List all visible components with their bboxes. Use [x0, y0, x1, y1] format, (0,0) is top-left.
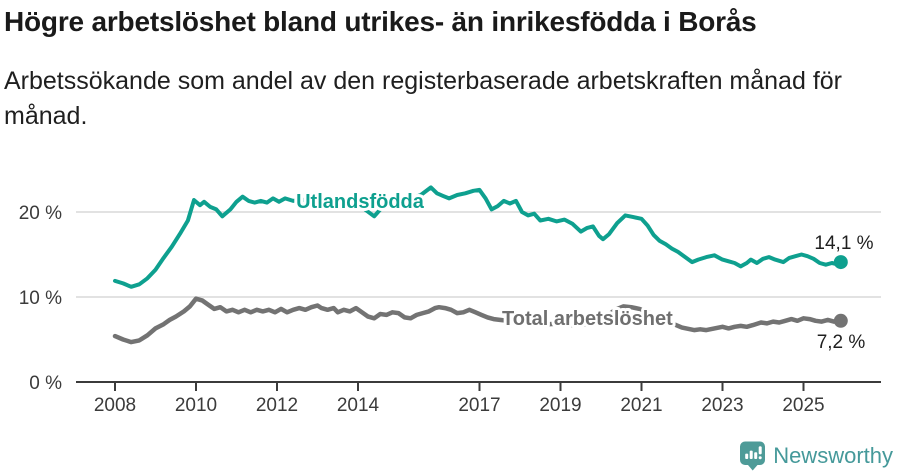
end-value-label-utlandsfodda: 14,1 %: [814, 233, 873, 254]
x-tick-label: 2025: [782, 395, 824, 416]
x-tick-label: 2021: [620, 395, 662, 416]
x-axis: [76, 381, 881, 391]
series-lines: [112, 185, 848, 345]
series-annotations: Utlandsfödda 14,1 % Total arbetslöshet 7,2 …: [293, 188, 876, 356]
gridlines: [76, 211, 881, 298]
y-tick-label: 0 %: [29, 373, 62, 394]
series-line-utlandsfodda: [113, 185, 843, 289]
chart-title: Högre arbetslöshet bland utrikes- än inr…: [4, 6, 757, 37]
end-value-label-total: 7,2 %: [817, 332, 866, 353]
series-end-dot-utlandsfodda: [833, 255, 848, 270]
series-label-total: Total arbetslöshet: [502, 308, 673, 330]
brand-name: Newsworthy: [773, 443, 893, 468]
newsworthy-logo-icon: [740, 441, 766, 471]
x-axis-labels: 2008 2010 2012 2014 2017 2019 2021 2023 2025: [94, 395, 825, 416]
x-tick-label: 2019: [539, 395, 581, 416]
y-tick-label: 10 %: [19, 288, 62, 309]
series-label-utlandsfodda: Utlandsfödda: [296, 191, 425, 213]
x-tick-label: 2023: [701, 395, 743, 416]
series-end-dot-total: [833, 313, 848, 328]
newsworthy-brand-link[interactable]: Newsworthy: [740, 441, 893, 471]
x-tick-label: 2014: [337, 395, 380, 416]
x-tick-label: 2017: [458, 395, 500, 416]
y-axis-labels: 0 % 10 % 20 %: [19, 203, 62, 394]
chart-subtitle: Arbetssökande som andel av den registerb…: [4, 67, 842, 130]
y-tick-label: 20 %: [19, 203, 62, 224]
x-tick-label: 2012: [256, 395, 298, 416]
series-line-total: [112, 296, 844, 345]
x-tick-label: 2010: [175, 395, 217, 416]
x-tick-label: 2008: [94, 395, 136, 416]
